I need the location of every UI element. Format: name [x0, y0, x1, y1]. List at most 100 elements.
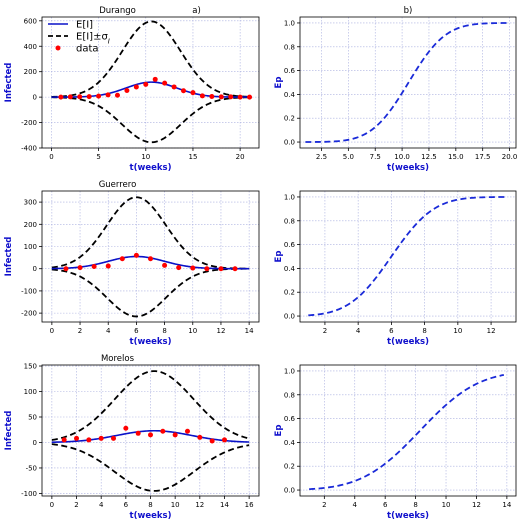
data-point	[181, 88, 187, 94]
x-tick-label: 20	[236, 153, 245, 161]
axes-frame	[41, 190, 260, 323]
y-tick-label: 0.0	[284, 487, 295, 495]
data-point	[232, 266, 238, 272]
y-tick-label: 200	[24, 68, 37, 76]
y-tick-label: 100	[24, 388, 37, 396]
data-point	[61, 437, 67, 443]
x-tick-label: 10	[442, 501, 451, 509]
mean-line	[51, 429, 250, 444]
lower-band-line	[51, 96, 250, 144]
y-tick-label: 0.6	[284, 415, 296, 423]
y-tick-label: 600	[24, 17, 37, 25]
x-tick-label: 7.5	[370, 153, 381, 161]
x-tick-label: 2.5	[316, 153, 327, 161]
axes-frame	[41, 16, 260, 149]
data-point	[218, 266, 224, 272]
data-point	[114, 92, 120, 98]
x-tick-label: 10.0	[394, 153, 410, 161]
y-tick-label: 0	[33, 94, 37, 102]
x-tick-label: 15.0	[448, 153, 464, 161]
x-tick-label: 5.0	[343, 153, 354, 161]
data-point	[63, 266, 69, 272]
x-tick-label: 2	[322, 501, 326, 509]
x-tick-label: 12	[195, 501, 204, 509]
data-point	[105, 92, 111, 98]
data-point	[162, 262, 168, 268]
y-tick-label: -200	[21, 310, 37, 318]
y-axis-label: Infected	[4, 63, 14, 103]
data-point	[190, 265, 196, 271]
upper-band-line	[51, 20, 250, 98]
panel-5: 0 2 4 6 8 10 12 14 16 -100 -50 0 50 100 150 t(weeks) Inf…	[4, 354, 260, 521]
panel-6: 2 4 6 8 10 12 14 0.0 0.2 0.4 0.6 0.8 1.0 t(weeks) Ep	[274, 364, 517, 521]
legend-entry: E[I]	[76, 20, 93, 31]
data-point	[135, 430, 141, 436]
y-tick-label: 0	[33, 439, 37, 447]
cdf-line	[309, 374, 505, 491]
x-tick-label: 14	[502, 501, 511, 509]
x-axis-label: t(weeks)	[387, 337, 429, 347]
y-tick-label: 0.8	[284, 217, 295, 225]
y-tick-label: 50	[28, 413, 37, 421]
x-tick-label: 4	[356, 327, 361, 335]
x-tick-label: 6	[124, 501, 129, 509]
y-tick-label: 1.0	[284, 19, 295, 27]
data-point	[123, 425, 129, 431]
data-point	[67, 94, 73, 100]
x-tick-label: 5	[96, 153, 100, 161]
data-point	[124, 88, 130, 94]
x-tick-label: 10	[171, 501, 180, 509]
plot-area	[309, 374, 505, 491]
x-tick-label: 12.5	[421, 153, 437, 161]
x-tick-label: 12	[216, 327, 225, 335]
data-point	[176, 265, 182, 271]
x-axis-label: t(weeks)	[130, 163, 172, 173]
data-point	[77, 94, 83, 100]
data-point	[247, 94, 253, 100]
data-point	[218, 94, 224, 100]
data-point	[111, 435, 117, 441]
x-tick-label: 12	[472, 501, 481, 509]
axes-frame	[299, 190, 517, 323]
x-axis-label: t(weeks)	[130, 511, 172, 521]
x-tick-label: 6	[389, 327, 394, 335]
data-point	[209, 438, 215, 444]
data-point	[98, 435, 104, 441]
plot-area	[51, 20, 253, 144]
data-point	[148, 256, 153, 262]
x-tick-label: 10	[188, 327, 197, 335]
data-point	[171, 84, 177, 90]
y-tick-label: -50	[26, 464, 37, 472]
cdf-line	[308, 196, 508, 317]
y-axis-label: Ep	[274, 425, 284, 437]
data-point	[237, 94, 243, 100]
y-tick-label: 0.2	[284, 463, 295, 471]
data-point	[133, 84, 139, 90]
x-tick-label: 0	[49, 153, 53, 161]
y-tick-label: 400	[24, 43, 37, 51]
data-point	[152, 76, 158, 82]
x-tick-label: 2	[323, 327, 327, 335]
x-tick-label: 10	[141, 153, 150, 161]
data-point	[58, 94, 64, 100]
y-tick-label: 1.0	[284, 193, 295, 201]
x-tick-label: 4	[106, 327, 111, 335]
x-axis-label: t(weeks)	[130, 337, 172, 347]
y-tick-label: 0.6	[284, 67, 296, 75]
data-point	[105, 263, 111, 269]
data-point	[160, 428, 166, 434]
y-tick-label: -100	[21, 490, 37, 498]
lower-band-line	[51, 267, 250, 318]
x-tick-label: 0	[50, 501, 54, 509]
data-point	[162, 80, 168, 86]
y-tick-label: -400	[21, 145, 37, 153]
x-tick-label: 8	[162, 327, 166, 335]
x-tick-label: 2	[78, 327, 82, 335]
data-point	[172, 432, 178, 438]
axes-frame	[299, 16, 517, 149]
data-point	[190, 90, 196, 96]
y-tick-label: 200	[24, 221, 37, 229]
data-point	[86, 94, 92, 100]
y-tick-label: -100	[21, 287, 37, 295]
